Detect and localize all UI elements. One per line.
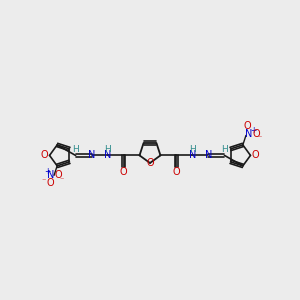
Text: N: N [205,150,212,161]
Text: N: N [47,170,55,180]
Text: O: O [146,158,154,168]
Text: +: + [44,167,50,176]
Text: H: H [189,145,196,154]
Text: ⁻: ⁻ [60,175,64,184]
Text: H: H [221,145,228,154]
Text: O: O [41,150,48,161]
Text: O: O [243,122,251,131]
Text: H: H [104,145,111,154]
Text: O: O [54,170,62,180]
Text: O: O [252,150,259,161]
Text: H: H [72,145,79,154]
Text: O: O [120,167,128,177]
Text: N: N [189,150,196,161]
Text: O: O [172,167,180,177]
Text: N: N [104,150,111,161]
Text: ⁻: ⁻ [258,133,262,142]
Text: ⁻: ⁻ [42,176,46,185]
Text: O: O [252,129,260,140]
Text: N: N [245,129,253,140]
Text: +: + [250,126,256,135]
Text: O: O [46,178,54,188]
Text: N: N [88,150,95,161]
